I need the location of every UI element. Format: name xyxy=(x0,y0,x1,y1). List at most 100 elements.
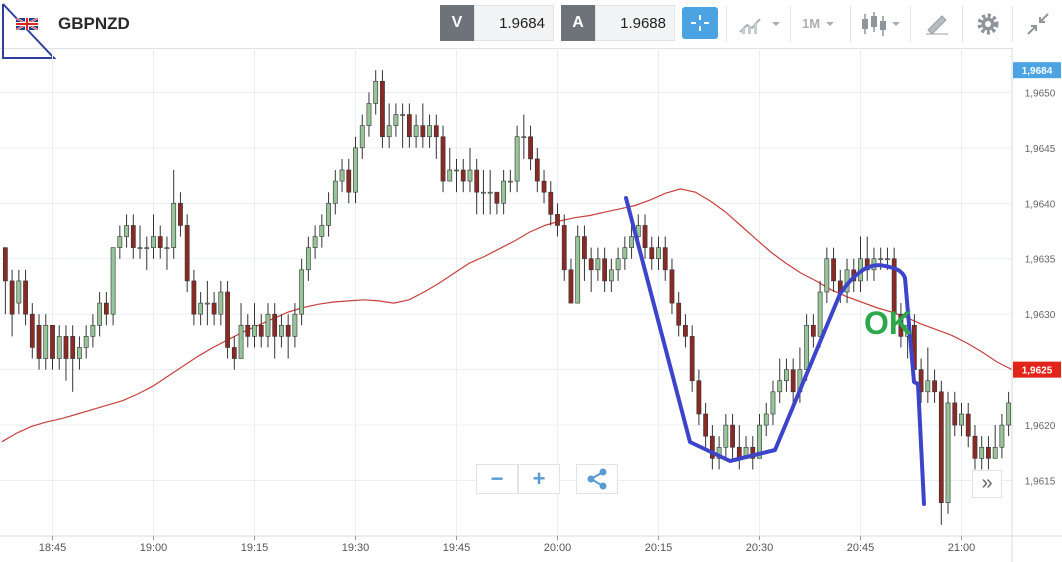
scroll-to-latest-button[interactable]: » xyxy=(972,470,1002,498)
price-axis: 1,9615 1,9620 1,9625 1,9630 1,9635 1,9640 1,96… xyxy=(1011,48,1062,562)
ask-price[interactable]: 1.9688 xyxy=(595,5,675,41)
instrument-symbol[interactable]: GBPNZD xyxy=(58,14,130,33)
chevron-down-icon xyxy=(825,22,834,26)
candle xyxy=(427,114,432,148)
candle xyxy=(83,325,89,359)
bid-label: V xyxy=(440,5,474,41)
candle xyxy=(709,425,715,470)
candlestick-series xyxy=(2,70,1012,525)
candle xyxy=(965,402,971,448)
candle xyxy=(972,425,978,470)
candle xyxy=(602,247,608,292)
candle xyxy=(90,314,96,348)
candle xyxy=(2,247,8,315)
x-tick-label: 18:45 xyxy=(39,542,67,554)
candle xyxy=(97,292,103,337)
uk-flag-icon xyxy=(16,18,38,30)
candle xyxy=(494,191,500,215)
drawing-tools-button[interactable] xyxy=(922,8,954,40)
candle xyxy=(130,214,136,259)
candle xyxy=(43,314,49,370)
candle xyxy=(595,247,601,281)
x-tick-label: 20:45 xyxy=(847,542,875,554)
candle xyxy=(521,114,527,159)
candle xyxy=(285,314,291,359)
candle xyxy=(164,236,170,270)
candle xyxy=(514,125,520,193)
candle xyxy=(238,303,244,359)
crosshair-button[interactable] xyxy=(682,7,718,39)
candle xyxy=(898,303,904,348)
settings-button[interactable] xyxy=(972,8,1004,40)
candle xyxy=(777,358,783,403)
chart-toolbar: GBPNZD V 1.9684 A 1.9688 1M xyxy=(0,0,1062,59)
candle xyxy=(332,170,338,215)
share-button[interactable] xyxy=(576,464,618,494)
y-tick-label: 1,9620 xyxy=(1025,421,1056,432)
bid-price[interactable]: 1.9684 xyxy=(474,5,554,41)
y-tick-label: 1,9650 xyxy=(1025,88,1056,99)
zoom-in-button[interactable]: + xyxy=(518,464,560,494)
candlestick-button[interactable] xyxy=(860,8,906,40)
candle xyxy=(945,391,951,514)
candle xyxy=(386,103,392,148)
y-tick-label: 1,9630 xyxy=(1025,310,1056,321)
price-label: 1,9684 xyxy=(1013,62,1061,79)
candle xyxy=(824,247,830,304)
candle xyxy=(891,247,897,326)
y-tick-label: 1,9635 xyxy=(1025,255,1056,266)
candle xyxy=(110,247,116,326)
candle xyxy=(810,314,816,348)
candle xyxy=(649,236,655,270)
candle xyxy=(447,147,453,182)
candle xyxy=(144,236,150,270)
x-tick-label: 21:00 xyxy=(948,542,976,554)
chart-type-button[interactable] xyxy=(738,8,784,40)
x-tick-label: 20:15 xyxy=(645,542,673,554)
candle xyxy=(952,391,958,437)
candle xyxy=(992,425,998,459)
candle xyxy=(157,225,163,259)
timeframe-selector[interactable]: 1M xyxy=(802,8,846,40)
time-axis: 18:45 19:00 19:15 19:30 19:45 20:00 20:15 20:30… xyxy=(0,535,1062,554)
y-tick-label: 1,9640 xyxy=(1025,199,1056,210)
candle xyxy=(406,103,412,148)
candle xyxy=(588,247,594,292)
candle xyxy=(736,425,742,470)
candle xyxy=(272,303,278,359)
candle xyxy=(151,214,156,259)
ask-label: A xyxy=(561,5,595,41)
candle xyxy=(460,158,466,193)
candle xyxy=(703,402,709,448)
zoom-out-button[interactable]: − xyxy=(476,464,518,494)
candle xyxy=(171,170,177,259)
candle xyxy=(757,414,762,459)
candle xyxy=(198,292,204,326)
candle xyxy=(932,369,937,403)
price-chart[interactable]: OK 1,96151,96201,96251,96301,96351,96401… xyxy=(0,48,1062,562)
candle xyxy=(622,236,628,270)
freehand-annotation xyxy=(624,196,926,506)
drawing-tools-icon xyxy=(926,15,948,35)
candle xyxy=(790,358,796,403)
collapse-icon xyxy=(1027,13,1049,35)
candle xyxy=(507,170,513,193)
candle xyxy=(373,70,379,115)
candle xyxy=(225,280,230,359)
gear-icon xyxy=(977,13,999,35)
collapse-button[interactable] xyxy=(1022,8,1054,40)
candle xyxy=(534,147,540,193)
candle xyxy=(999,414,1005,459)
candle xyxy=(683,314,688,348)
candle xyxy=(656,236,661,270)
candle xyxy=(642,214,648,259)
candle xyxy=(938,380,944,525)
candle xyxy=(50,324,55,370)
candle xyxy=(474,158,480,215)
candle xyxy=(339,158,345,193)
candlestick-icon xyxy=(862,12,900,36)
price-label: 1,9625 xyxy=(1013,361,1061,378)
candle xyxy=(359,114,365,159)
candle xyxy=(312,225,318,259)
candle xyxy=(986,436,991,470)
